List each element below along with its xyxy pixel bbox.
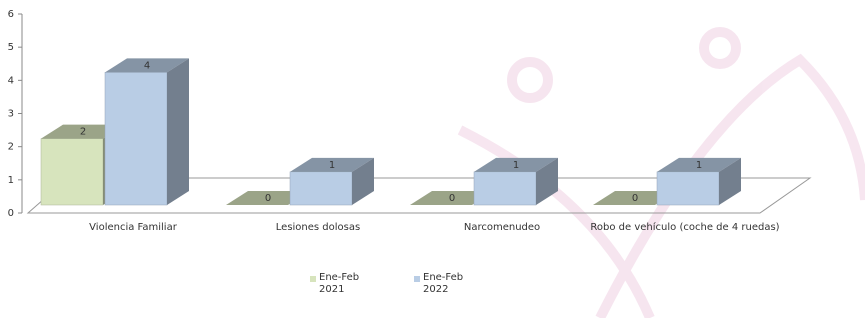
y-tick-label: 1 [8,175,14,186]
x-tick-label: Violencia Familiar [38,222,228,234]
legend-label: Ene-Feb 2022 [423,272,469,296]
data-label: 2 [80,127,86,138]
bar-front [657,172,719,205]
chart: 0 1 2 3 4 5 6 2 4 0 1 0 1 0 1 Violencia FamiliarLesion… [0,0,865,318]
y-tick-label: 6 [8,9,14,20]
legend-swatch [414,276,420,282]
y-tick-label: 3 [8,109,14,120]
data-label: 1 [696,160,702,171]
legend-label: Ene-Feb 2021 [319,272,365,296]
chart-svg: 0 1 2 3 4 5 6 2 4 0 1 0 1 0 1 [0,0,865,318]
bar [105,58,189,205]
bar-front [105,72,167,205]
legend-swatch [310,276,316,282]
y-tick-label: 4 [8,75,14,86]
y-tick-label: 0 [8,208,14,219]
x-tick-label: Robo de vehículo (coche de 4 ruedas) [590,222,780,234]
data-label: 1 [513,160,519,171]
bar-front [41,139,103,205]
x-tick-label: Narcomenudeo [407,222,597,234]
bar-side [167,58,189,205]
data-label: 0 [449,193,455,204]
bar-front [290,172,352,205]
bar-front [474,172,536,205]
data-label: 0 [632,193,638,204]
data-label: 4 [144,60,150,71]
data-label: 0 [265,193,271,204]
data-label: 1 [329,160,335,171]
x-tick-label: Lesiones dolosas [223,222,413,234]
y-tick-label: 2 [8,142,14,153]
y-tick-label: 5 [8,42,14,53]
